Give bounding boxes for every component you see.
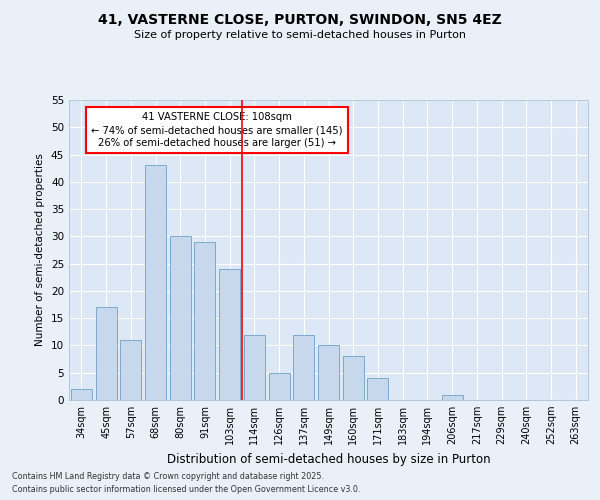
- Bar: [367, 378, 388, 400]
- Bar: [343, 356, 364, 400]
- Text: Contains public sector information licensed under the Open Government Licence v3: Contains public sector information licen…: [12, 484, 361, 494]
- Bar: [194, 242, 215, 400]
- Text: Contains HM Land Registry data © Crown copyright and database right 2025.: Contains HM Land Registry data © Crown c…: [12, 472, 324, 481]
- Bar: [95, 308, 116, 400]
- Bar: [293, 334, 314, 400]
- Y-axis label: Number of semi-detached properties: Number of semi-detached properties: [35, 154, 46, 346]
- Text: 41, VASTERNE CLOSE, PURTON, SWINDON, SN5 4EZ: 41, VASTERNE CLOSE, PURTON, SWINDON, SN5…: [98, 12, 502, 26]
- Bar: [120, 340, 141, 400]
- X-axis label: Distribution of semi-detached houses by size in Purton: Distribution of semi-detached houses by …: [167, 452, 490, 466]
- Bar: [442, 394, 463, 400]
- Bar: [269, 372, 290, 400]
- Bar: [318, 346, 339, 400]
- Bar: [145, 166, 166, 400]
- Bar: [244, 334, 265, 400]
- Bar: [219, 269, 240, 400]
- Text: 41 VASTERNE CLOSE: 108sqm
← 74% of semi-detached houses are smaller (145)
26% of: 41 VASTERNE CLOSE: 108sqm ← 74% of semi-…: [91, 112, 343, 148]
- Text: Size of property relative to semi-detached houses in Purton: Size of property relative to semi-detach…: [134, 30, 466, 40]
- Bar: [71, 389, 92, 400]
- Bar: [170, 236, 191, 400]
